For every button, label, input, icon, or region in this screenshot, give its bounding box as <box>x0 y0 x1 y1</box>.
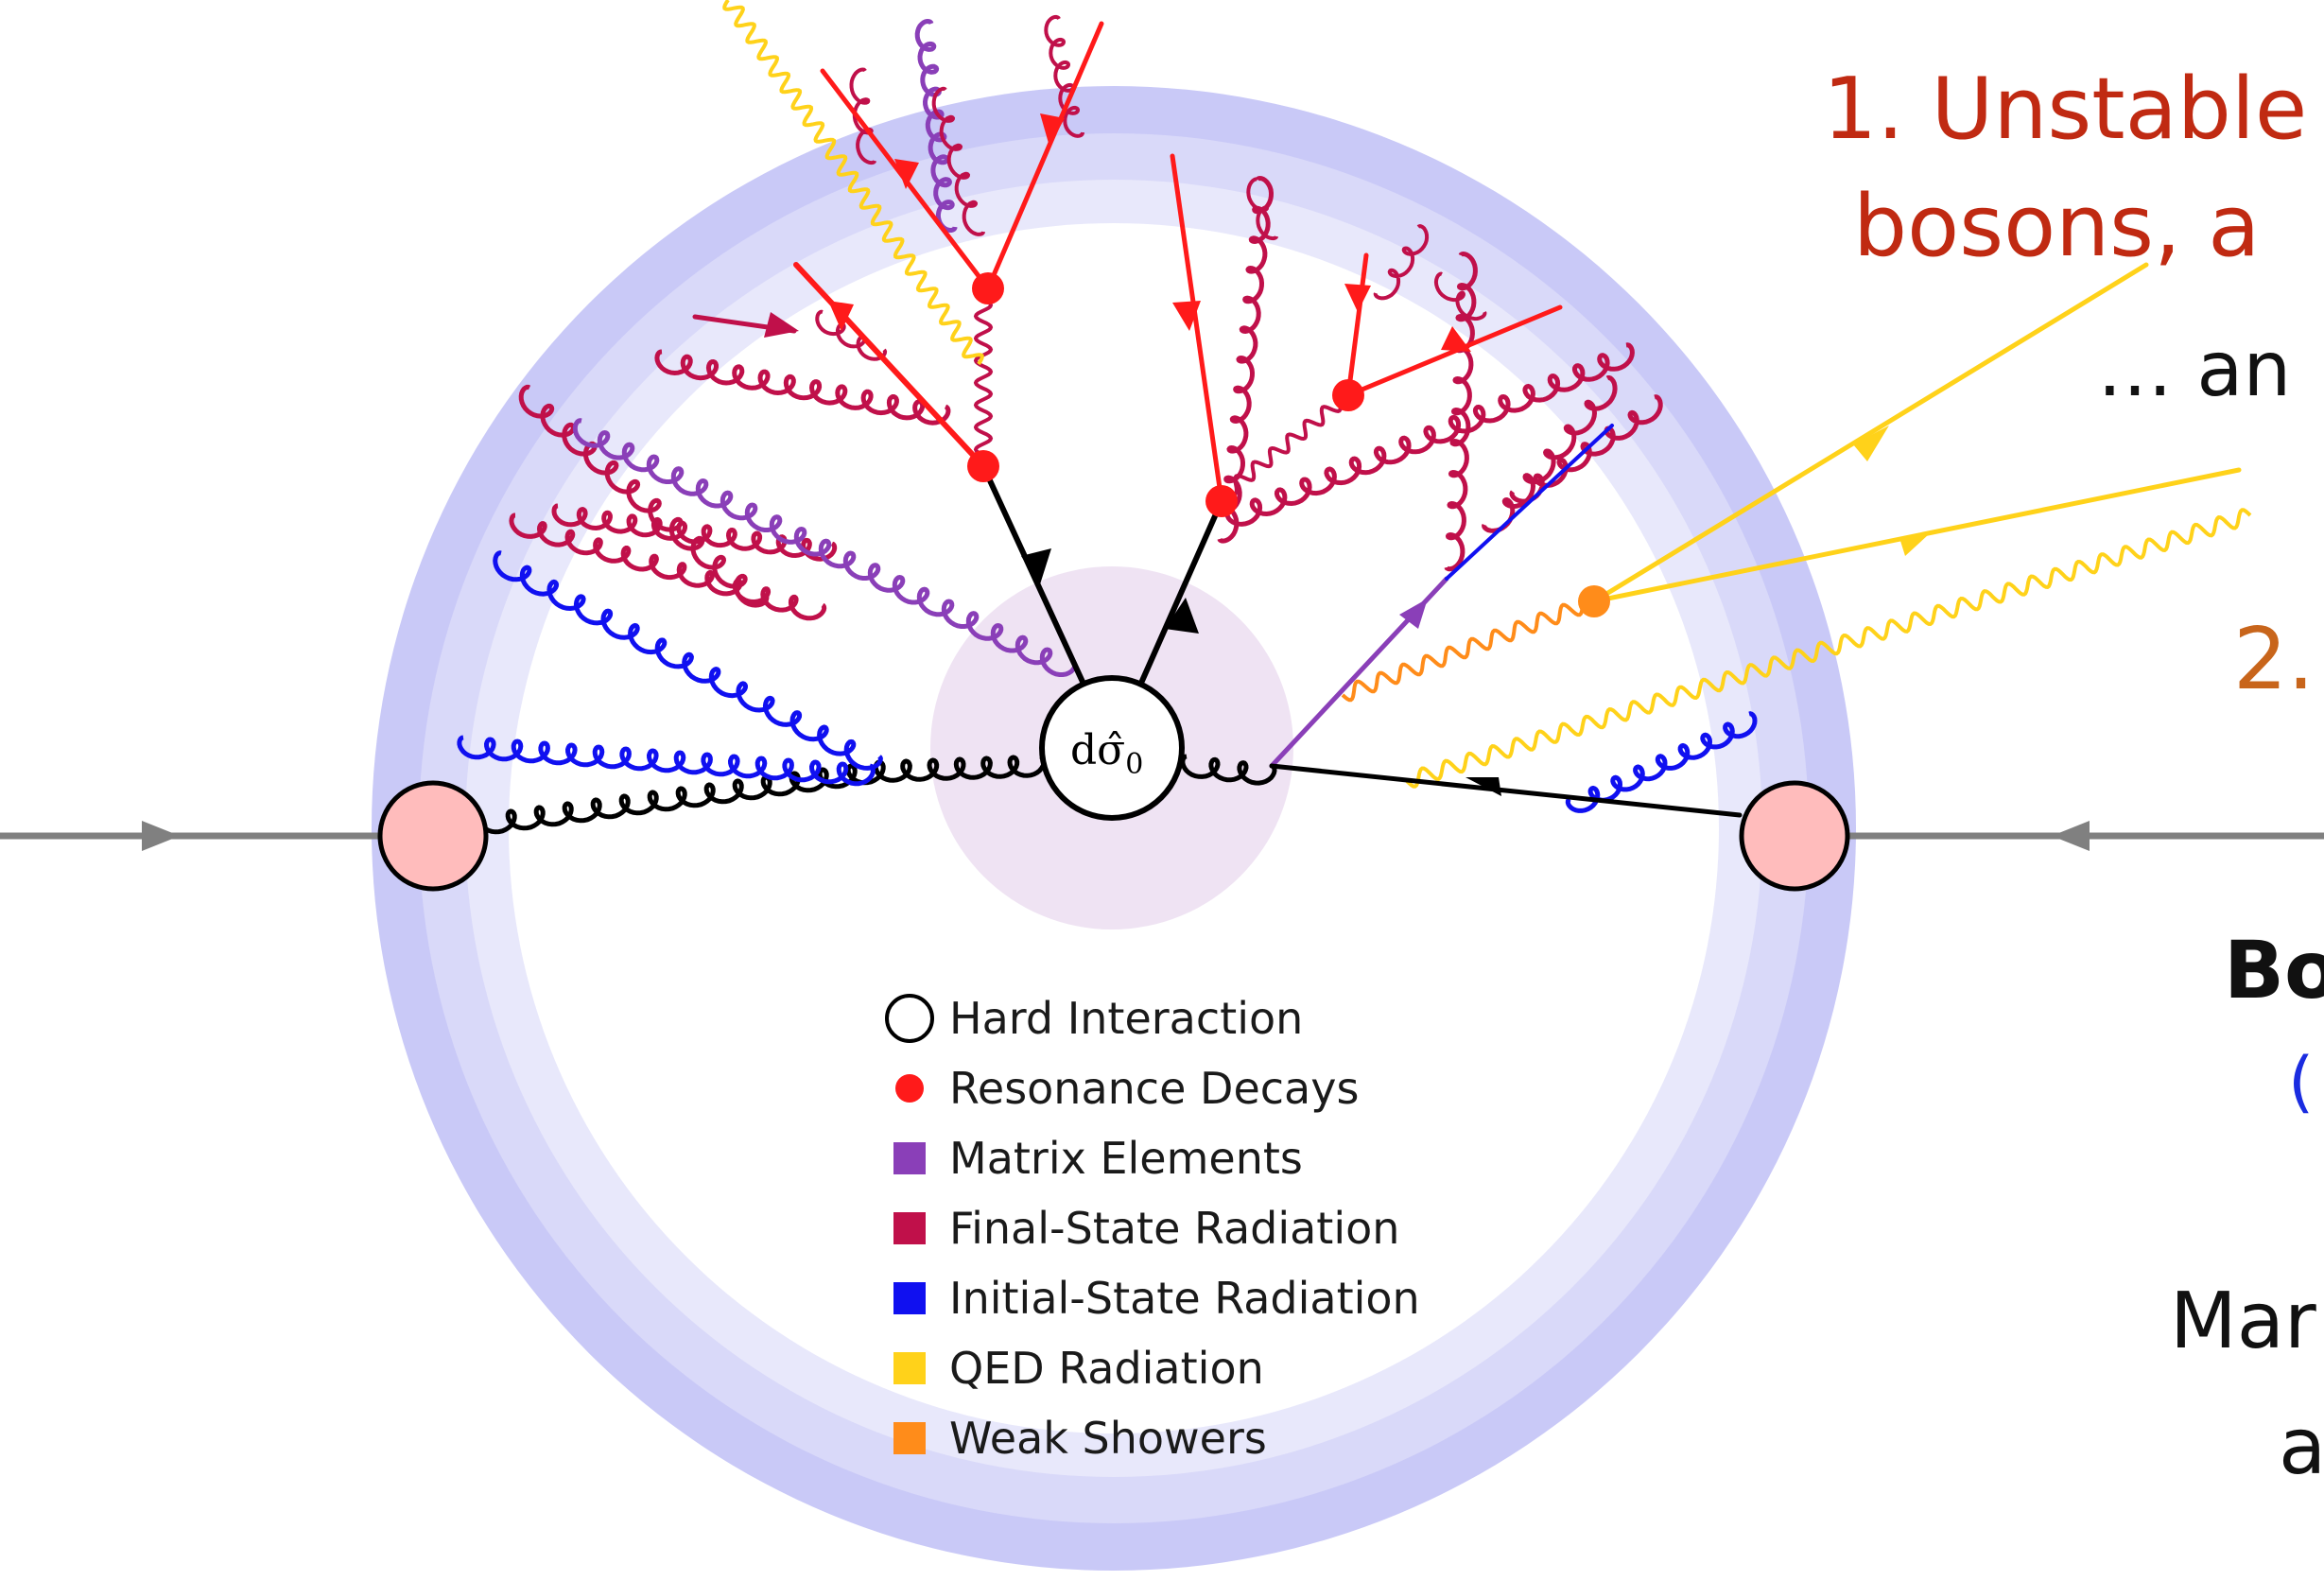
legend-label: QED Radiation <box>949 1343 1264 1394</box>
legend-marker <box>885 994 934 1043</box>
legend-item: Final-State Radiation <box>893 1203 1399 1254</box>
side-text-line7: Mar <box>2170 1277 2316 1366</box>
left-proton <box>377 780 489 892</box>
left-beam-arrow <box>142 821 180 851</box>
side-text-line3: … an <box>2097 325 2291 413</box>
weak-shower-dot <box>1578 585 1610 617</box>
legend-label: Matrix Elements <box>949 1133 1303 1184</box>
legend: Hard Interaction Resonance Decays Matrix E… <box>885 993 1420 1464</box>
legend-item: QED Radiation <box>893 1343 1264 1394</box>
legend-marker <box>895 1074 924 1103</box>
photon-lines <box>722 0 2252 789</box>
legend-marker <box>893 1352 926 1384</box>
legend-marker <box>893 1422 926 1454</box>
legend-item: Matrix Elements <box>893 1133 1303 1184</box>
legend-label: Initial-State Radiation <box>949 1273 1420 1324</box>
side-text-line1: 1. Unstable <box>1823 60 2307 159</box>
legend-item: Initial-State Radiation <box>893 1273 1420 1324</box>
legend-marker <box>893 1212 926 1244</box>
side-text-line6: ( <box>2288 1043 2314 1121</box>
legend-marker <box>893 1282 926 1314</box>
legend-item: Resonance Decays <box>895 1063 1359 1114</box>
side-text-line8: a <box>2279 1402 2324 1492</box>
side-text-line4: 2. <box>2233 610 2315 709</box>
side-text-line2: bosons, a <box>1853 177 2260 276</box>
legend-item: Weak Showers <box>893 1413 1267 1464</box>
legend-label: Weak Showers <box>949 1413 1267 1464</box>
legend-marker <box>893 1142 926 1174</box>
hard-interaction-label: dσ̂0 <box>1070 726 1143 781</box>
fermion-lines <box>692 21 2242 818</box>
legend-label: Hard Interaction <box>949 993 1303 1044</box>
gluon-lines <box>457 14 1758 835</box>
legend-item: Hard Interaction <box>885 993 1303 1044</box>
side-text-line5: Bo <box>2224 924 2324 1016</box>
right-proton <box>1739 780 1850 892</box>
legend-label: Final-State Radiation <box>949 1203 1399 1254</box>
hard-interaction-circle <box>1039 675 1185 821</box>
legend-label: Resonance Decays <box>949 1063 1359 1114</box>
resonance-dots <box>967 272 1364 517</box>
right-beam-arrow <box>2052 821 2090 851</box>
